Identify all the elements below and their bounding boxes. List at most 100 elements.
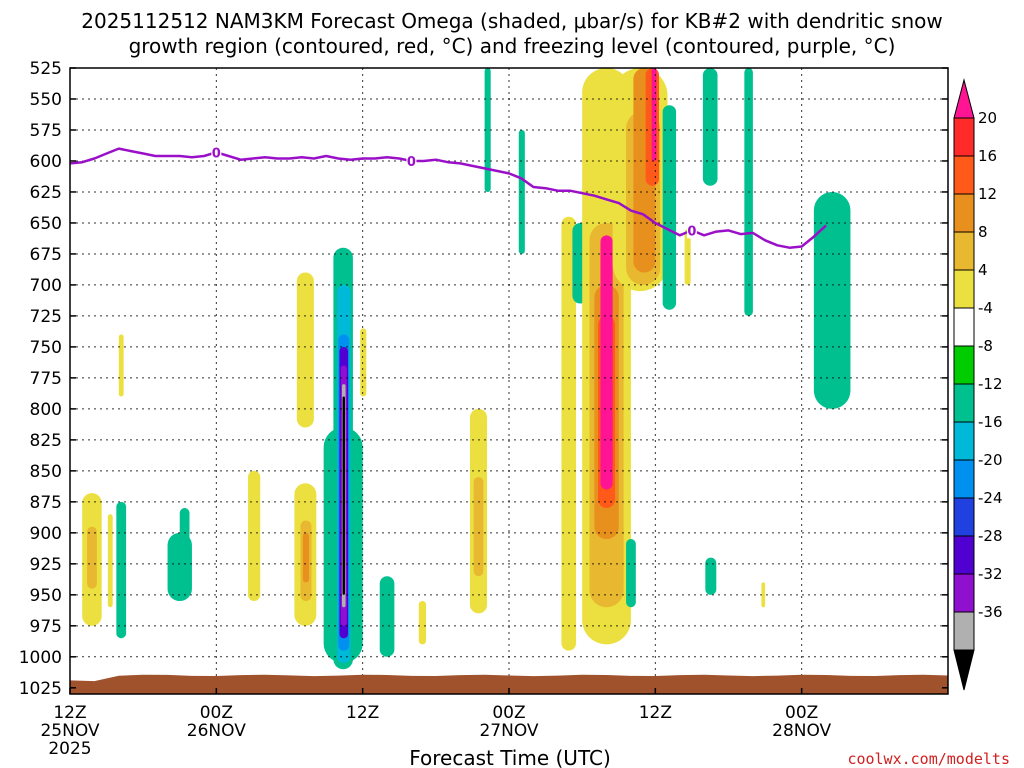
omega-cell xyxy=(116,501,127,639)
colorbar-swatch xyxy=(953,611,975,651)
omega-cell xyxy=(360,328,367,397)
colorbar-swatch xyxy=(953,345,975,385)
y-axis: 525 550 575 600 625 650 675 700 725 750 775 800 825 8… xyxy=(19,59,948,699)
omega-cell xyxy=(484,68,491,192)
omega-cell xyxy=(561,216,577,651)
colorbar-swatch xyxy=(953,535,975,575)
x-tick-time: 00Z xyxy=(200,703,233,723)
y-tick-label: 675 xyxy=(30,245,62,265)
y-tick-label: 625 xyxy=(30,183,62,203)
freezing-label-bg xyxy=(406,152,417,169)
colorbar-swatch xyxy=(953,307,975,347)
x-tick-date: 26NOV xyxy=(187,721,246,741)
colorbar-label: -20 xyxy=(978,451,1003,469)
omega-cell xyxy=(600,235,613,490)
x-tick-time: 12Z xyxy=(639,703,672,723)
omega-cell xyxy=(761,582,766,608)
x-tick-date: 27NOV xyxy=(479,721,538,741)
colorbar-label: -36 xyxy=(978,603,1003,621)
omega-cell xyxy=(248,470,261,602)
y-tick-label: 650 xyxy=(30,214,62,234)
y-tick-label: 600 xyxy=(30,152,62,172)
colorbar-swatch xyxy=(953,193,975,233)
colorbar-swatch xyxy=(953,269,975,309)
y-tick-label: 875 xyxy=(30,493,62,513)
colorbar-bottom-arrow xyxy=(953,649,975,691)
credit-text[interactable]: coolwx.com/modelts xyxy=(847,750,1010,768)
x-axis-label: Forecast Time (UTC) xyxy=(409,746,611,768)
omega-cell xyxy=(87,526,97,589)
y-tick-label: 575 xyxy=(30,121,62,141)
x-tick-time: 00Z xyxy=(492,703,525,723)
y-tick-label: 725 xyxy=(30,307,62,327)
y-tick-label: 900 xyxy=(30,524,62,544)
omega-cell xyxy=(702,68,718,186)
omega-cell xyxy=(118,334,124,397)
y-tick-label: 700 xyxy=(30,276,62,296)
colorbar-swatch xyxy=(953,497,975,537)
colorbar-label: -8 xyxy=(978,337,993,355)
colorbar-swatch xyxy=(953,117,975,157)
freezing-level-label: 0 xyxy=(212,146,221,161)
colorbar-label: -4 xyxy=(978,299,993,317)
y-tick-label: 825 xyxy=(30,431,62,451)
colorbar-swatch xyxy=(953,573,975,613)
chart-title-line2: growth region (contoured, red, °C) and f… xyxy=(129,34,896,58)
omega-cell xyxy=(662,105,677,310)
colorbar-label: -28 xyxy=(978,527,1003,545)
y-tick-label: 775 xyxy=(30,369,62,389)
freezing-level: 0 0 0 xyxy=(69,144,827,249)
omega-cell xyxy=(107,514,113,608)
y-tick-label: 850 xyxy=(30,462,62,482)
freezing-level-line xyxy=(69,147,827,249)
colorbar-swatch xyxy=(953,231,975,271)
omega-cell xyxy=(342,396,345,595)
freezing-level-label: 0 xyxy=(687,224,696,239)
colorbar-label: 4 xyxy=(978,261,988,279)
omega-cell xyxy=(302,532,310,583)
freezing-level-label: 0 xyxy=(407,155,416,170)
colorbar-label: -16 xyxy=(978,413,1003,431)
omega-cell xyxy=(626,539,636,608)
y-tick-label: 1000 xyxy=(19,648,62,668)
x-tick-date: 25NOV xyxy=(40,721,99,741)
omega-cell xyxy=(705,557,717,595)
freezing-label-bg xyxy=(686,222,697,239)
x-tick-time: 12Z xyxy=(346,703,379,723)
omega-cell xyxy=(473,477,484,577)
y-tick-label: 525 xyxy=(30,59,62,79)
terrain-fill xyxy=(70,674,948,694)
x-tick-year: 2025 xyxy=(48,739,91,759)
omega-cell xyxy=(296,272,314,428)
x-tick-date: 28NOV xyxy=(772,721,831,741)
colorbar-label: 12 xyxy=(978,185,997,203)
colorbar-label: -24 xyxy=(978,489,1003,507)
omega-cell xyxy=(651,68,657,161)
colorbar-label: -12 xyxy=(978,375,1003,393)
colorbar-label: 20 xyxy=(978,109,997,127)
x-tick-time: 12Z xyxy=(53,703,86,723)
y-tick-label: 975 xyxy=(30,617,62,637)
omega-cell xyxy=(684,229,691,285)
omega-shading xyxy=(82,68,851,670)
omega-cell xyxy=(167,532,192,602)
colorbar-label: -32 xyxy=(978,565,1003,583)
y-tick-label: 550 xyxy=(30,90,62,110)
colorbar-swatch xyxy=(953,155,975,195)
omega-cell xyxy=(418,601,427,645)
y-tick-label: 950 xyxy=(30,586,62,606)
terrain xyxy=(70,674,948,694)
y-tick-label: 925 xyxy=(30,555,62,575)
y-tick-label: 1025 xyxy=(19,679,62,699)
omega-cell xyxy=(813,191,851,409)
omega-cell xyxy=(379,576,395,657)
omega-cell xyxy=(179,508,190,546)
colorbar-label: 8 xyxy=(978,223,988,241)
colorbar-swatch xyxy=(953,383,975,423)
colorbar-swatch xyxy=(953,459,975,499)
x-tick-time: 00Z xyxy=(785,703,818,723)
y-tick-label: 750 xyxy=(30,338,62,358)
freezing-label-bg xyxy=(211,144,222,161)
